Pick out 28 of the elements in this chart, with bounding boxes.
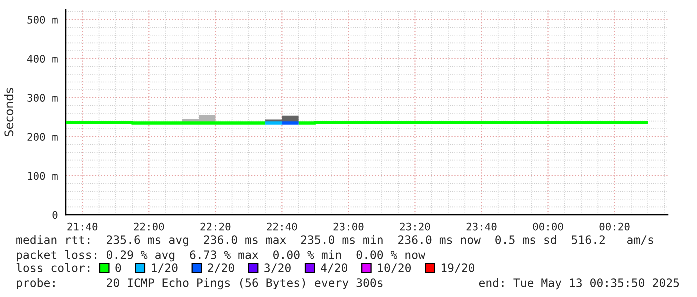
text: probe: 20 ICMP Echo Pings (56 Bytes) every 300s xyxy=(17,278,383,290)
y-tick-label: 100 m xyxy=(28,172,58,180)
x-tick-label: 21:40 xyxy=(68,222,98,231)
x-tick-label: 22:40 xyxy=(267,222,298,231)
y-tick-label: 0 xyxy=(52,211,58,220)
legend-label: 1/20 xyxy=(152,264,178,274)
x-tick-label: 00:20 xyxy=(600,222,630,231)
x-tick-label: 00:00 xyxy=(533,222,564,231)
x-tick-label: 23:40 xyxy=(466,222,497,231)
text: packet loss: 0.29 % avg 6.73 % max 0.00 % min 0.00 % now xyxy=(17,250,426,262)
legend-label: 2/20 xyxy=(208,264,234,274)
y-tick-label: 200 m xyxy=(28,133,58,142)
x-tick-label: 23:20 xyxy=(400,222,430,231)
y-tick-label: 300 m xyxy=(28,94,58,102)
y-tick-label: 500 m xyxy=(28,16,58,24)
legend-label: 4/20 xyxy=(321,264,348,274)
legend-label: 0 xyxy=(116,264,122,272)
legend-label: 10/20 xyxy=(378,264,412,274)
x-tick-label: 22:00 xyxy=(134,222,164,231)
text: end: Tue May 13 00:35:50 2025 xyxy=(479,278,680,290)
x-tick-label: 22:20 xyxy=(200,222,231,231)
text: median rtt: 235.6 ms avg 236.0 ms max 235.0 ms min 236.0 ms now 0.5 ms sd 516.2 am/s xyxy=(16,235,654,247)
y-axis-title: Seconds xyxy=(4,88,14,137)
legend-label: 3/20 xyxy=(264,264,291,274)
x-tick-label: 23:00 xyxy=(334,222,364,231)
legend-title: loss color: xyxy=(16,263,90,272)
y-tick-label: 400 m xyxy=(28,55,58,63)
legend-label: 19/20 xyxy=(442,264,475,274)
